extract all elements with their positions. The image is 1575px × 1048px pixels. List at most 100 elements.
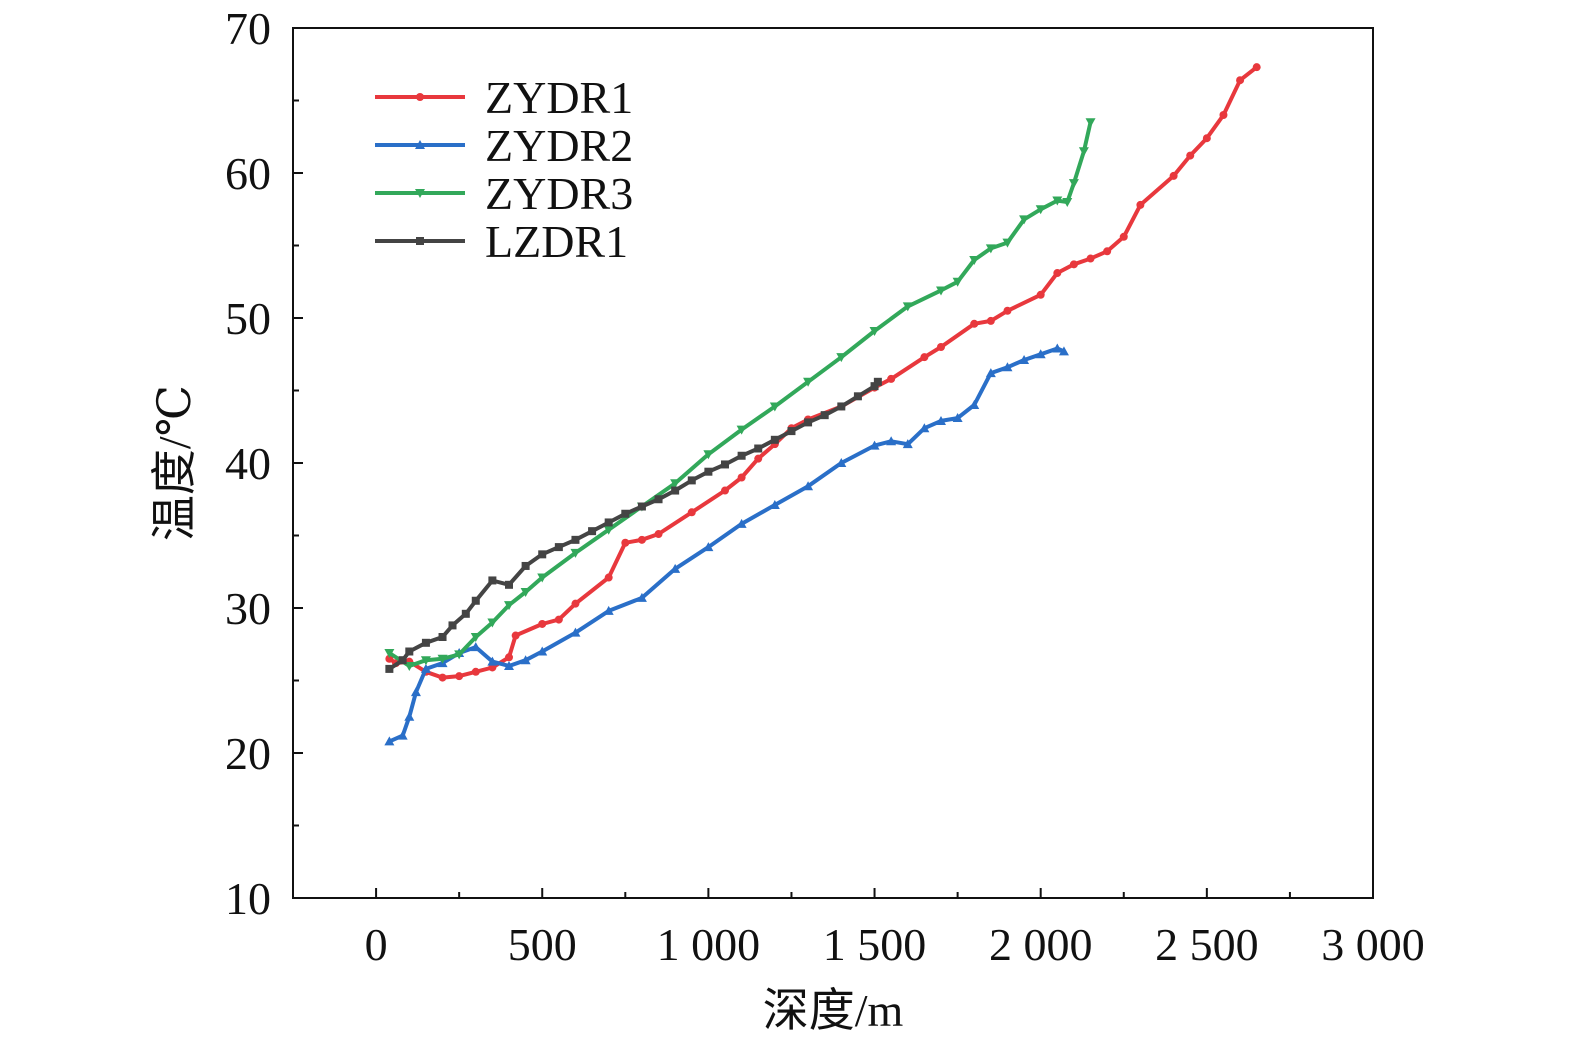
- data-point: [736, 518, 747, 528]
- legend-label: ZYDR2: [485, 120, 633, 171]
- data-point: [721, 486, 729, 495]
- data-point: [1036, 290, 1045, 299]
- data-point: [704, 467, 713, 476]
- data-point: [511, 631, 520, 640]
- data-point: [1085, 118, 1096, 128]
- y-tick-label: 40: [225, 438, 271, 489]
- y-tick-label: 50: [225, 293, 271, 344]
- data-point: [670, 563, 681, 573]
- data-point: [952, 277, 963, 287]
- legend-item: ZYDR1: [375, 72, 633, 123]
- data-point: [769, 402, 780, 412]
- data-point: [398, 656, 407, 665]
- legend-item: ZYDR2: [375, 120, 633, 171]
- data-point: [869, 327, 880, 337]
- data-point: [1035, 205, 1046, 215]
- data-point: [1078, 147, 1089, 157]
- data-point: [410, 687, 421, 697]
- x-tick-label: 1 000: [657, 919, 761, 970]
- x-tick-label: 1 500: [823, 919, 927, 970]
- data-point: [397, 730, 408, 740]
- data-point: [520, 588, 531, 598]
- data-point: [1202, 134, 1211, 143]
- legend-swatch-marker: [415, 140, 425, 149]
- data-point: [570, 627, 581, 637]
- data-point: [920, 353, 929, 362]
- data-point: [448, 621, 457, 630]
- data-point: [969, 256, 980, 265]
- data-point: [803, 481, 814, 491]
- data-point: [803, 377, 814, 387]
- data-point: [1069, 260, 1078, 269]
- data-point: [770, 435, 779, 444]
- data-point: [621, 538, 630, 547]
- data-point: [670, 479, 681, 489]
- data-point: [1019, 355, 1030, 365]
- data-point: [937, 343, 945, 351]
- legend-swatch-marker: [416, 237, 424, 245]
- data-point: [604, 518, 613, 527]
- data-point: [985, 368, 996, 378]
- data-point: [969, 400, 980, 409]
- data-point: [769, 500, 780, 510]
- data-point: [1186, 151, 1195, 160]
- data-point: [1035, 349, 1046, 359]
- data-point: [385, 664, 394, 673]
- data-point: [505, 653, 513, 662]
- data-point: [571, 535, 580, 544]
- data-point: [1086, 254, 1095, 263]
- data-point: [570, 548, 581, 558]
- data-point: [936, 415, 946, 425]
- series-line: [387, 346, 1066, 744]
- x-tick-label: 2 000: [989, 919, 1093, 970]
- data-point: [603, 605, 614, 615]
- data-point: [902, 302, 913, 312]
- data-point: [687, 508, 696, 517]
- x-axis: 0 500 1 000 1 500 2 000 2 500 3 000: [365, 888, 1425, 970]
- data-point: [703, 542, 714, 552]
- data-point: [505, 580, 513, 589]
- data-point: [571, 599, 580, 608]
- data-point: [1052, 343, 1063, 353]
- data-point: [404, 662, 415, 671]
- data-point: [1002, 362, 1013, 372]
- data-point: [504, 661, 514, 670]
- data-point: [421, 638, 430, 647]
- data-point: [986, 316, 995, 325]
- y-axis-title: 温度/℃: [149, 385, 200, 541]
- data-point: [1019, 215, 1030, 225]
- data-point: [538, 550, 547, 559]
- data-point: [869, 440, 880, 450]
- data-point: [637, 535, 646, 544]
- data-point: [637, 502, 646, 511]
- data-point: [538, 619, 547, 628]
- data-point: [919, 423, 930, 433]
- data-point: [521, 561, 530, 570]
- data-point: [487, 656, 498, 666]
- data-point: [1103, 247, 1112, 256]
- data-point: [736, 425, 747, 435]
- data-point: [1236, 76, 1245, 85]
- legend-item: ZYDR3: [375, 168, 633, 219]
- series-zydr3: [384, 118, 1096, 671]
- data-point: [437, 654, 448, 664]
- data-point: [420, 656, 431, 666]
- data-point: [837, 402, 846, 411]
- data-point: [985, 244, 996, 254]
- data-point: [654, 495, 663, 504]
- data-point: [554, 615, 563, 624]
- data-point: [1119, 232, 1128, 241]
- data-point: [470, 633, 481, 642]
- x-tick-label: 0: [365, 919, 388, 970]
- data-point: [787, 427, 796, 436]
- plot-frame: [292, 27, 1374, 899]
- y-tick-label: 30: [225, 583, 271, 634]
- data-point: [721, 460, 729, 469]
- data-point: [836, 458, 847, 467]
- data-point: [1052, 196, 1063, 206]
- data-point: [654, 530, 663, 539]
- series-zydr2: [384, 343, 1069, 746]
- series-lzdr1: [385, 377, 882, 673]
